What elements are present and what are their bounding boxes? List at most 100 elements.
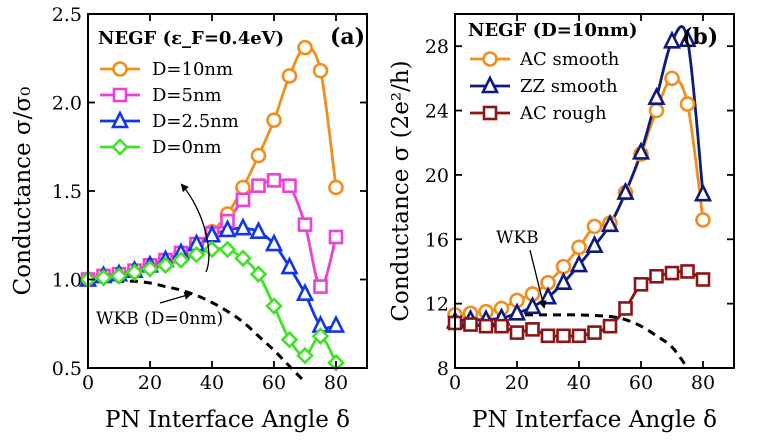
panel-a-series-2-point bbox=[326, 314, 346, 333]
panel-a-wkb-arrow bbox=[159, 291, 193, 304]
panel-a-series-3-point bbox=[311, 327, 330, 345]
panel-b-xtick-label: 0 bbox=[449, 372, 461, 394]
panel-a-xtick-label: 0 bbox=[82, 372, 94, 394]
panel-a-trend-arrow bbox=[180, 183, 210, 273]
panel-a-series-3-point bbox=[156, 256, 175, 275]
panel-b-series-1-point bbox=[647, 86, 666, 105]
panel-a-series-1-point bbox=[251, 178, 266, 193]
panel-a-legend-title: NEGF (ε_F=0.4eV) bbox=[98, 28, 284, 49]
panel-a-series-0-point bbox=[328, 179, 344, 196]
panel-a-series-3-point bbox=[218, 240, 237, 259]
panel-b-group: 0 20 40 60 80 8 12 16 20 24 28 PN Interface Angle δ… bbox=[388, 13, 735, 433]
panel-a-series-line-3 bbox=[87, 247, 338, 364]
panel-b-series-1-point bbox=[569, 254, 589, 273]
panel-b-series-0-point bbox=[664, 70, 680, 87]
panel-b-legend-marker bbox=[480, 75, 500, 94]
panel-b-ytick-label: 20 bbox=[425, 165, 449, 187]
panel-a-series-2-point bbox=[264, 233, 284, 252]
panel-b-series-0-point bbox=[571, 239, 587, 256]
panel-b-xtick-label: 60 bbox=[629, 372, 653, 394]
panel-a-legend-marker bbox=[110, 110, 130, 129]
panel-a-series-3-point bbox=[141, 260, 159, 278]
panel-a-series-3-point bbox=[125, 263, 144, 282]
panel-b-series-1-point bbox=[554, 271, 573, 291]
panel-a-group: 0 20 40 60 80 0.5 1.0 1.5 2.0 2.5 PN Interface Ang… bbox=[10, 4, 368, 433]
panel-b-ytick-label: 8 bbox=[437, 358, 449, 380]
panel-a-ytick-label: 2.5 bbox=[52, 4, 82, 26]
panel-a-series-2-point bbox=[280, 256, 299, 275]
panel-a-ytick-label: 1.0 bbox=[52, 270, 82, 292]
panel-a-series-2-point bbox=[295, 282, 315, 301]
panel-b-series-0-point bbox=[695, 212, 711, 228]
panel-b-series-1-point bbox=[507, 302, 527, 321]
panel-b-series-2-point bbox=[494, 318, 509, 334]
panel-b-xtick-label: 80 bbox=[691, 372, 715, 394]
panel-b-wkb-arrow bbox=[529, 249, 547, 309]
panel-a-legend-marker bbox=[111, 138, 129, 156]
panel-a-legend-marker bbox=[112, 61, 128, 77]
panel-a-series-2-point bbox=[233, 217, 253, 236]
panel-a-series-3-point bbox=[296, 346, 314, 365]
panel-a-label: (a) bbox=[330, 24, 365, 50]
panel-b-ylabel: Conductance σ (2e²/h) bbox=[388, 60, 414, 321]
panel-b-series-2-point bbox=[463, 317, 478, 332]
panel-a-series-1-point bbox=[297, 217, 313, 232]
panel-b-ytick-label: 12 bbox=[425, 294, 449, 316]
panel-a-series-0-point bbox=[250, 147, 267, 164]
panel-b-label: (b) bbox=[682, 24, 718, 50]
panel-b-ytick-label: 28 bbox=[425, 36, 449, 58]
panel-a-ytick-label: 0.5 bbox=[52, 358, 82, 380]
panel-a-wkb-label: WKB (D=0nm) bbox=[96, 309, 223, 329]
panel-b-series-2-point bbox=[680, 264, 695, 279]
panel-a-ytick-label: 2.0 bbox=[52, 93, 82, 115]
panel-b-series-1-point bbox=[600, 213, 620, 233]
panel-b-series-1-point bbox=[631, 141, 651, 160]
panel-b-legend-entry: AC smooth bbox=[519, 49, 620, 70]
panel-b-series-2-point bbox=[478, 318, 494, 334]
panel-a-series-1-point bbox=[328, 229, 344, 245]
panel-a-series-3-point bbox=[280, 330, 299, 349]
panel-b-ytick-label: 16 bbox=[425, 229, 449, 251]
panel-b-series-2-point bbox=[664, 265, 680, 281]
panel-b-series-1-point bbox=[585, 234, 604, 254]
panel-b-xlabel: PN Interface Angle δ bbox=[472, 407, 717, 433]
panel-b-series-2-point bbox=[540, 328, 556, 344]
panel-b-series-1-point bbox=[538, 286, 558, 305]
panel-a-series-3-point bbox=[172, 251, 190, 269]
panel-a-series-1-point bbox=[282, 178, 297, 193]
panel-a-xtick-label: 40 bbox=[200, 372, 224, 394]
panel-b-series-2-point bbox=[509, 325, 525, 340]
panel-b-series-2-point bbox=[556, 328, 571, 344]
panel-a-series-3-point bbox=[265, 297, 283, 315]
panel-a-series-0-point bbox=[235, 179, 251, 196]
panel-b-legend-title: NEGF (D=10nm) bbox=[468, 20, 638, 41]
panel-a-series-1-point bbox=[266, 173, 282, 188]
panel-a-ylabel: Conductance σ/σ₀ bbox=[10, 87, 36, 296]
panel-a-xtick-label: 20 bbox=[138, 372, 162, 394]
panel-b-series-2-point bbox=[618, 301, 633, 316]
panel-b-xtick-label: 40 bbox=[567, 372, 591, 394]
panel-a-series-1-point bbox=[313, 279, 328, 294]
panel-b-series-2-point bbox=[695, 272, 711, 287]
panel-b-legend-marker bbox=[482, 51, 498, 67]
panel-b-series-2-point bbox=[633, 277, 649, 292]
panel-a-legend-entry: D=2.5nm bbox=[152, 111, 239, 132]
panel-a-xtick-label: 80 bbox=[324, 372, 348, 394]
panel-b-series-0-point bbox=[648, 102, 665, 119]
panel-a-legend-entry: D=5nm bbox=[152, 85, 222, 106]
panel-a-legend-entry: D=0nm bbox=[152, 137, 222, 158]
panel-a-xlabel: PN Interface Angle δ bbox=[105, 407, 350, 433]
panel-b-legend-entry: ZZ smooth bbox=[520, 76, 618, 97]
panel-a-series-3-point bbox=[110, 267, 128, 285]
panel-b-series-1-point bbox=[616, 181, 635, 200]
panel-b-series-0-point bbox=[555, 258, 572, 275]
panel-a-series-0-point bbox=[312, 62, 329, 79]
panel-a-series-3-point bbox=[187, 245, 206, 264]
panel-a-series-3-point bbox=[203, 240, 221, 259]
panel-a-series-0-point bbox=[266, 112, 282, 128]
panel-b-ytick-label: 24 bbox=[425, 101, 449, 123]
panel-b-xtick-label: 20 bbox=[505, 372, 529, 394]
panel-b-series-2-point bbox=[525, 322, 540, 337]
